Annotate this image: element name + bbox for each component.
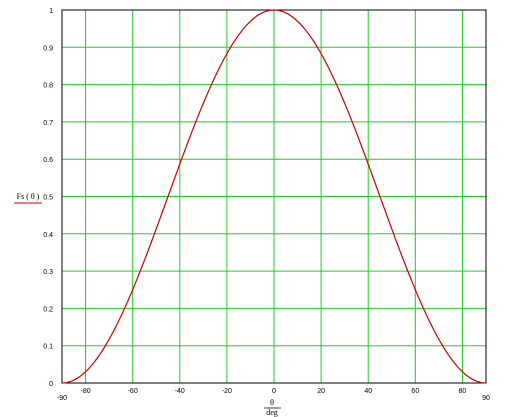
x-tick-label: 90	[482, 395, 490, 402]
x-tick-label: 80	[459, 388, 467, 395]
y-tick-label: 0.6	[43, 157, 53, 164]
y-tick-label: 0	[49, 381, 53, 388]
x-axis-unit-label: deg	[266, 408, 278, 417]
x-tick-label: -20	[222, 388, 232, 395]
x-tick-label: 60	[411, 388, 419, 395]
y-tick-label: 0.1	[43, 344, 53, 351]
x-tick-labels: -90 -80 -60 -40 -20 0 20 40 60 80 90	[57, 388, 490, 402]
y-tick-label: 0.3	[43, 269, 53, 276]
grid	[62, 10, 486, 383]
x-tick-label: -80	[80, 388, 90, 395]
y-tick-label: 0.7	[43, 120, 53, 127]
y-tick-labels: 0 0.1 0.2 0.3 0.4 0.5 0.6 0.7 0.8 0.9 1	[43, 8, 53, 388]
series-line	[61, 9, 487, 384]
y-tick-label: 0.4	[43, 232, 53, 239]
x-tick-label: 20	[317, 388, 325, 395]
x-tick-label: 40	[364, 388, 372, 395]
y-tick-label: 0.5	[43, 195, 53, 202]
x-tick-label: -60	[128, 388, 138, 395]
y-tick-label: 0.2	[43, 306, 53, 313]
y-tick-label: 0.8	[43, 83, 53, 90]
y-axis-label: Fs ( θ )	[17, 192, 40, 201]
x-tick-label: -40	[175, 388, 185, 395]
x-tick-label: -90	[57, 395, 67, 402]
x-tick-label: 0	[272, 388, 276, 395]
x-axis-label: θ	[270, 398, 274, 407]
y-tick-label: 0.9	[43, 45, 53, 52]
y-tick-label: 1	[49, 8, 53, 15]
